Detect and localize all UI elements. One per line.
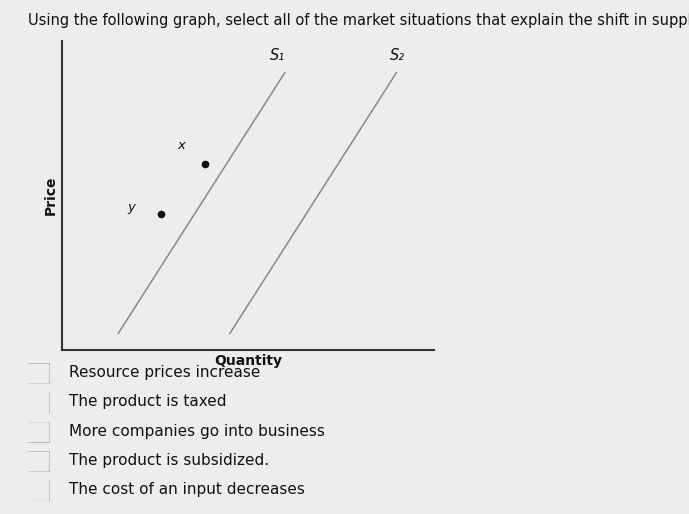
FancyBboxPatch shape bbox=[27, 451, 50, 472]
FancyBboxPatch shape bbox=[27, 392, 50, 414]
X-axis label: Quantity: Quantity bbox=[214, 354, 282, 368]
Text: y: y bbox=[127, 201, 135, 214]
Y-axis label: Price: Price bbox=[44, 176, 58, 215]
Text: Using the following graph, select all of the market situations that explain the : Using the following graph, select all of… bbox=[28, 13, 689, 28]
Text: x: x bbox=[177, 139, 185, 152]
Text: More companies go into business: More companies go into business bbox=[69, 424, 325, 439]
Text: 0: 0 bbox=[28, 367, 37, 381]
Text: The product is subsidized.: The product is subsidized. bbox=[69, 453, 269, 468]
Text: The cost of an input decreases: The cost of an input decreases bbox=[69, 482, 305, 498]
Text: S₂: S₂ bbox=[389, 48, 404, 63]
Text: The product is taxed: The product is taxed bbox=[69, 394, 227, 410]
FancyBboxPatch shape bbox=[27, 421, 50, 443]
Text: S₁: S₁ bbox=[270, 48, 285, 63]
FancyBboxPatch shape bbox=[27, 363, 50, 384]
Text: Resource prices increase: Resource prices increase bbox=[69, 365, 260, 380]
FancyBboxPatch shape bbox=[27, 480, 50, 502]
